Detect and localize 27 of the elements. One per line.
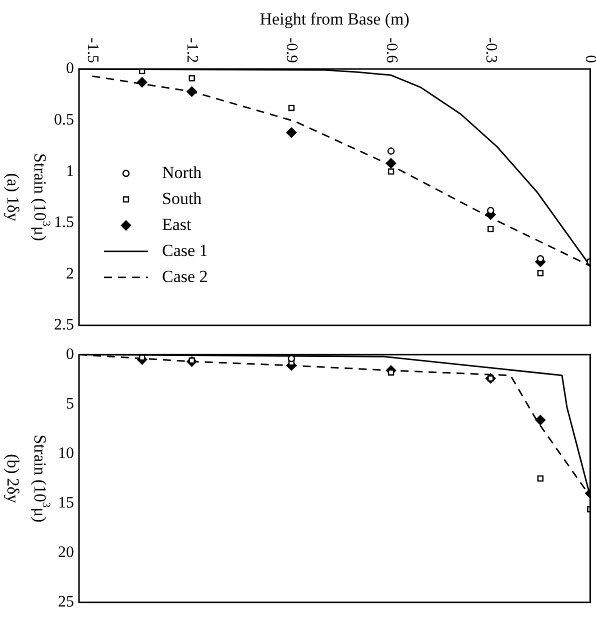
- legend-label: South: [162, 188, 202, 208]
- y-tick-label: 5: [66, 395, 74, 412]
- y-tick-label: 20: [58, 544, 74, 562]
- x-tick-label: -1.5: [84, 38, 102, 63]
- legend-label: Case 1: [162, 240, 208, 260]
- y-tick-label: 0.5: [54, 111, 74, 128]
- y-tick-label: 0: [66, 60, 74, 78]
- y-tick-label: 2.5: [54, 316, 74, 334]
- y-tick-label: 1.5: [54, 214, 74, 232]
- legend-label: Case 2: [162, 266, 208, 286]
- legend-label: North: [162, 162, 202, 182]
- x-tick-label: -1.2: [184, 38, 201, 63]
- y-axis-title: Strain (103μ): [30, 434, 52, 522]
- y-tick-label: 0: [66, 346, 74, 363]
- x-axis-title: Height from Base (m): [260, 10, 410, 29]
- y-tick-label: 2: [66, 265, 74, 282]
- y-tick-label: 25: [58, 594, 74, 611]
- text: (a) 1δy: [4, 173, 23, 222]
- legend-label: East: [162, 214, 192, 234]
- x-tick-label: -0.9: [283, 38, 300, 63]
- text: (b) 2δy: [4, 454, 23, 504]
- y-tick-label: 10: [58, 444, 74, 462]
- x-tick-label: -0.6: [382, 38, 400, 63]
- y-axis-title: Strain (103μ): [30, 153, 52, 242]
- x-tick-label: -0.3: [482, 38, 500, 63]
- y-tick-label: 15: [58, 494, 74, 512]
- y-tick-label: 1: [66, 162, 74, 180]
